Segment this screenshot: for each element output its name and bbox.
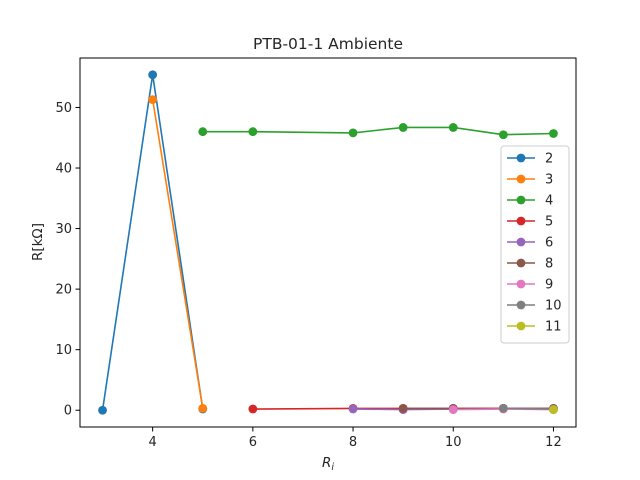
legend-marker [516, 195, 526, 205]
legend-label: 5 [545, 215, 553, 230]
legend-item-2: 2 [507, 152, 553, 167]
legend-box [500, 145, 570, 344]
legend-label: 6 [545, 236, 553, 251]
x-tick-label: 8 [349, 435, 357, 450]
y-tick-label: 40 [55, 162, 72, 177]
y-axis: 0 10 20 30 40 50 [55, 101, 80, 419]
legend-marker [516, 216, 526, 226]
legend-marker [516, 237, 526, 247]
data-point [448, 123, 458, 132]
legend-item-6: 6 [507, 236, 553, 251]
series-2 [98, 70, 208, 415]
x-tick-label: 12 [545, 435, 562, 450]
y-tick-label: 20 [55, 283, 72, 298]
legend-item-9: 9 [507, 278, 553, 293]
y-tick-label: 0 [64, 404, 72, 419]
data-point [98, 405, 107, 415]
x-axis-label-subscript: i [331, 462, 334, 473]
y-axis-label: R[kΩ] [30, 223, 46, 261]
legend-label: 11 [545, 320, 562, 335]
legend-label: 9 [545, 278, 553, 293]
data-point [549, 129, 558, 138]
legend-marker [516, 258, 526, 268]
data-point [148, 70, 158, 80]
legend-label: 3 [545, 173, 553, 188]
series-line [151, 99, 204, 409]
data-point [398, 123, 408, 132]
series-3 [148, 95, 208, 413]
legend-marker [516, 279, 526, 289]
data-point [448, 405, 458, 415]
x-tick-label: 6 [249, 435, 257, 450]
plot-area [98, 70, 558, 415]
series-11 [549, 405, 558, 415]
data-point [198, 404, 208, 413]
legend-label: 4 [545, 194, 553, 209]
legend-marker [516, 174, 526, 184]
data-point [498, 130, 508, 140]
plot-frame [79, 57, 577, 428]
x-axis: 4 6 8 10 12 [149, 427, 562, 450]
legend-label: 10 [545, 299, 562, 314]
data-point [148, 95, 158, 104]
legend-marker [516, 153, 526, 163]
legend-label: 8 [545, 257, 553, 272]
data-point [348, 404, 358, 414]
data-point [248, 404, 258, 414]
x-tick-label: 10 [445, 435, 462, 450]
legend: 2 3 4 5 6 8 9 10 11 [500, 145, 570, 344]
series-line [101, 74, 204, 411]
legend-marker [516, 300, 526, 310]
x-tick-label: 4 [149, 435, 157, 450]
y-tick-label: 50 [55, 101, 72, 116]
legend-item-3: 3 [507, 173, 553, 188]
x-axis-label-main: R [322, 455, 331, 471]
data-point [248, 127, 258, 137]
legend-item-5: 5 [507, 215, 553, 230]
chart-title: PTB-01-1 Ambiente [253, 35, 403, 53]
y-tick-label: 10 [55, 343, 72, 358]
x-axis-label: Ri [322, 455, 334, 473]
legend-item-10: 10 [507, 299, 562, 314]
data-point [549, 405, 558, 415]
data-point [398, 404, 408, 413]
legend-item-11: 11 [507, 320, 562, 335]
legend-marker [516, 321, 526, 331]
data-point [498, 404, 508, 413]
data-point [198, 127, 208, 137]
y-tick-label: 30 [55, 222, 72, 237]
legend-label: 2 [545, 152, 553, 167]
data-point [348, 128, 358, 138]
legend-item-4: 4 [507, 194, 553, 209]
legend-item-8: 8 [507, 257, 553, 272]
series-10 [498, 404, 558, 414]
series-4 [198, 123, 558, 140]
series-line [503, 407, 554, 410]
